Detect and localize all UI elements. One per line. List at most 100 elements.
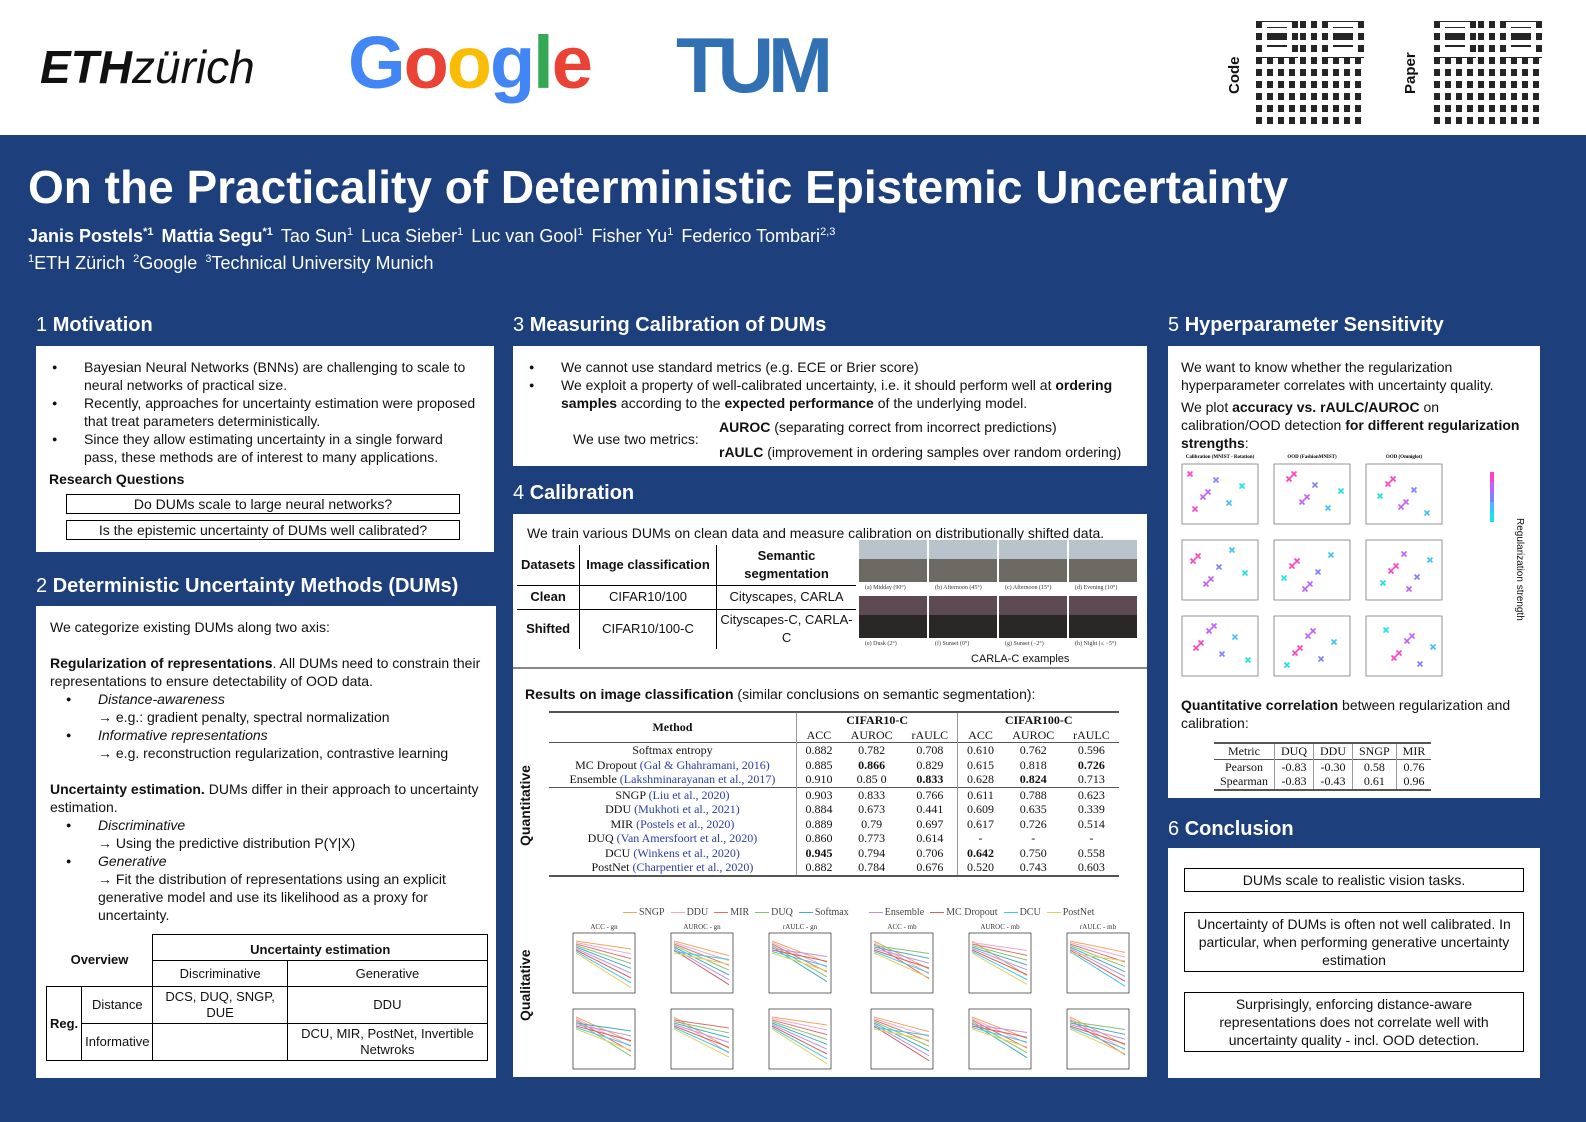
plot-title: Calibration (MNIST - Rotation) — [1186, 455, 1255, 460]
data-point — [1192, 644, 1200, 652]
series-line — [673, 1016, 730, 1049]
line-plot: rAULC - gn — [768, 923, 832, 994]
data-point — [1293, 557, 1301, 565]
citation-link[interactable]: (Mukhoti et al., 2021) — [634, 802, 740, 816]
series-line — [575, 948, 632, 974]
series-line — [575, 1025, 632, 1042]
motivation-heading: 1 Motivation — [36, 314, 153, 336]
series-line — [1069, 951, 1126, 987]
data-point — [1285, 475, 1293, 483]
data-point — [1215, 563, 1223, 571]
line-plot: ACC - gn — [572, 923, 636, 994]
series-line — [771, 1028, 828, 1065]
series-line — [1069, 1016, 1126, 1046]
data-point — [1309, 627, 1317, 635]
data-point — [1241, 569, 1249, 577]
dums-heading: 2 Deterministic Uncertainty Methods (DUM… — [36, 575, 459, 597]
legend-item: MC Dropout — [930, 907, 998, 918]
series-line — [873, 1021, 930, 1047]
series-line — [971, 1019, 1028, 1049]
series-line — [575, 949, 632, 979]
series-line — [971, 1022, 1028, 1059]
data-point — [1296, 644, 1304, 652]
author: Fisher Yu1 — [591, 226, 674, 246]
series-line — [575, 943, 632, 960]
image-caption: (c) Afternoon (15°) — [1005, 585, 1052, 591]
series-line — [673, 1028, 730, 1058]
research-question: Is the epistemic uncertainty of DUMs wel… — [66, 520, 460, 540]
series-line — [873, 940, 930, 970]
line-plot: AUROC - mb — [968, 923, 1032, 994]
series-line — [971, 951, 1028, 980]
data-point — [1301, 585, 1309, 593]
plot-title: AUROC - mb — [980, 923, 1020, 931]
citation-link[interactable]: (Liu et al., 2020) — [648, 787, 730, 802]
series-line — [971, 943, 1028, 956]
data-point — [1218, 650, 1226, 658]
line-plot — [1066, 1008, 1130, 1070]
scatter-plot — [1365, 463, 1443, 525]
citation-link[interactable]: (Lakshminarayanan et al., 2017) — [619, 772, 776, 786]
series-line — [971, 949, 1028, 976]
series-line — [971, 948, 1028, 971]
data-point — [1400, 550, 1408, 558]
data-point — [1379, 579, 1387, 587]
paper-qr-icon[interactable] — [1434, 16, 1542, 124]
series-line — [575, 1021, 632, 1057]
data-point — [1387, 567, 1395, 575]
data-point — [1405, 585, 1413, 593]
bullet: Generative→ Fit the distribution of repr… — [50, 852, 484, 924]
legend-item: SNGP — [623, 907, 665, 918]
series-line — [1069, 940, 1126, 953]
affiliation: 2Google — [133, 253, 198, 273]
author: Tao Sun1 — [280, 226, 354, 246]
intro-text: We train various DUMs on clean data and … — [527, 525, 1105, 541]
series-line — [1069, 1024, 1126, 1040]
research-question: Do DUMs scale to large neural networks? — [66, 494, 460, 514]
data-point — [1384, 480, 1392, 488]
hyperparam-heading: 5 Hyperparameter Sensitivity — [1168, 314, 1444, 336]
series-line — [873, 1025, 930, 1062]
citation-link[interactable]: (Postels et al., 2020) — [636, 816, 735, 831]
data-point — [1304, 632, 1312, 640]
results-caption: Results on image classification (similar… — [525, 686, 1036, 702]
citation-link[interactable]: (Charpentier et al., 2020) — [632, 860, 754, 874]
series-line — [1069, 1028, 1126, 1055]
data-point — [1327, 551, 1335, 559]
data-point — [1212, 476, 1220, 484]
series-line — [1069, 1019, 1126, 1056]
series-line — [771, 945, 828, 978]
data-point — [1429, 643, 1437, 651]
citation-link[interactable]: (Gal & Ghahramani, 2016) — [639, 757, 770, 772]
series-line — [771, 948, 828, 957]
data-point — [1238, 482, 1246, 490]
series-line — [1069, 1025, 1126, 1045]
series-line — [771, 1027, 828, 1060]
table-row: MC Dropout (Gal & Ghahramani, 2016) 0.885… — [549, 757, 1119, 772]
series-line — [771, 1021, 828, 1040]
author: Luc van Gool1 — [471, 226, 584, 246]
scatter-plot — [1273, 615, 1351, 677]
series-line — [673, 943, 730, 966]
data-point — [1228, 546, 1236, 554]
citation-link[interactable]: (Van Amersfoort et al., 2020) — [616, 831, 758, 845]
series-line — [673, 945, 730, 971]
data-point — [1204, 488, 1212, 496]
series-line — [771, 1022, 828, 1045]
paragraph: Uncertainty estimation. DUMs differ in t… — [50, 781, 479, 815]
bullet: Bayesian Neural Networks (BNNs) are chal… — [36, 358, 478, 394]
series-line — [575, 1028, 632, 1051]
data-point — [1189, 557, 1197, 565]
bullet: Recently, approaches for uncertainty est… — [36, 394, 478, 430]
column-header: rAULC — [1073, 727, 1110, 742]
series-line — [873, 1018, 930, 1037]
citation-link[interactable]: (Winkens et al., 2020) — [633, 845, 740, 860]
metric-raulc: rAULC (improvement in ordering samples o… — [719, 444, 1122, 460]
column-header: AUROC — [1012, 727, 1055, 742]
data-point — [1207, 575, 1215, 583]
data-point — [1199, 493, 1207, 501]
table-row: SNGP (Liu et al., 2020) 0.903 0.833 0.766 0.… — [549, 787, 1119, 802]
plot-title: OOD (Omniglot) — [1386, 455, 1423, 460]
code-qr-icon[interactable] — [1256, 16, 1364, 124]
data-point — [1324, 504, 1332, 512]
